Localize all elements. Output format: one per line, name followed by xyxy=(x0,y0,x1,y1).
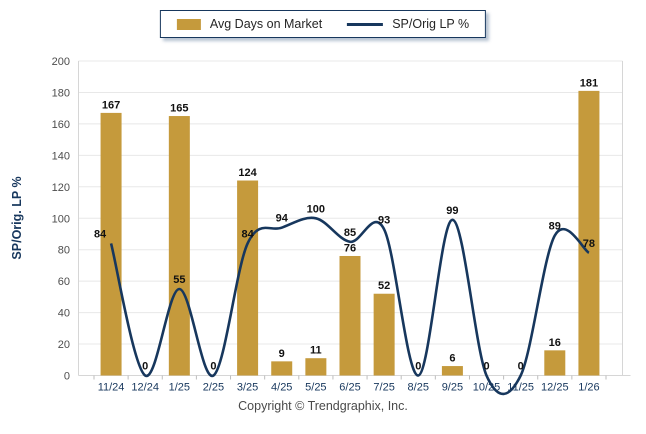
x-tick-label: 11/24 xyxy=(98,382,125,394)
line-value-label: 99 xyxy=(446,205,458,217)
x-tick-label: 11/25 xyxy=(507,382,534,394)
x-tick-label: 3/25 xyxy=(237,382,258,394)
legend-line-label: SP/Orig LP % xyxy=(392,17,470,31)
bar xyxy=(339,255,361,376)
line-value-label: 0 xyxy=(210,361,216,373)
x-tick-label: 2/25 xyxy=(203,382,224,394)
bar-value-label: 16 xyxy=(549,337,561,349)
line-value-label: 89 xyxy=(549,221,561,233)
y-tick-label: 140 xyxy=(52,150,70,162)
line-value-label: 55 xyxy=(173,274,185,286)
x-tick-label: 12/24 xyxy=(131,382,159,394)
x-tick-label: 1/25 xyxy=(169,382,190,394)
bar xyxy=(305,358,327,376)
bar-value-label: 167 xyxy=(102,99,120,111)
bar-value-label: 124 xyxy=(238,167,257,179)
bar-value-label: 76 xyxy=(344,242,356,254)
y-tick-label: 100 xyxy=(52,213,70,225)
line-value-label: 84 xyxy=(94,228,107,240)
y-axis-title: SP/Orig. LP % xyxy=(10,176,24,260)
y-tick-label: 20 xyxy=(58,339,70,351)
y-tick-label: 200 xyxy=(52,56,70,68)
y-tick-label: 40 xyxy=(58,308,70,320)
x-tick-label: 12/25 xyxy=(541,382,569,394)
bar-value-label: 52 xyxy=(378,280,390,292)
line-value-label: 93 xyxy=(378,214,390,226)
x-tick-label: 7/25 xyxy=(373,382,394,394)
bar xyxy=(544,350,566,376)
y-tick-label: 180 xyxy=(52,87,70,99)
line-value-label: 78 xyxy=(583,238,595,250)
legend-bar-label: Avg Days on Market xyxy=(209,17,323,31)
x-tick-label: 6/25 xyxy=(339,382,360,394)
bar xyxy=(271,361,293,376)
bar-value-label: 6 xyxy=(449,353,455,365)
x-tick-label: 10/25 xyxy=(473,382,501,394)
y-tick-label: 80 xyxy=(58,245,70,257)
x-tick-label: 9/25 xyxy=(442,382,463,394)
trend-line xyxy=(109,216,590,396)
y-tick-label: 120 xyxy=(52,182,70,194)
x-tick-label: 4/25 xyxy=(271,382,292,394)
line-value-label: 0 xyxy=(483,361,489,373)
bar xyxy=(168,116,190,376)
legend-line-swatch xyxy=(347,22,384,26)
bar xyxy=(578,90,600,376)
bar-value-label: 181 xyxy=(580,77,598,89)
y-tick-label: 160 xyxy=(52,119,70,131)
bar xyxy=(373,293,395,376)
y-tick-label: 0 xyxy=(64,371,70,383)
bar-value-label: 165 xyxy=(170,103,188,115)
y-tick-label: 60 xyxy=(58,276,70,288)
line-value-label: 85 xyxy=(344,227,356,239)
x-tick-label: 1/26 xyxy=(578,382,599,394)
legend-bar-swatch xyxy=(176,18,201,30)
x-tick-label: 5/25 xyxy=(305,382,326,394)
chart-legend: Avg Days on Market SP/Orig LP % xyxy=(159,10,487,38)
bar xyxy=(441,366,463,376)
x-tick-label: 8/25 xyxy=(408,382,429,394)
line-value-label: 84 xyxy=(241,228,254,240)
line-value-label: 0 xyxy=(415,361,421,373)
copyright-text: Copyright © Trendgraphix, Inc. xyxy=(238,399,408,413)
line-value-label: 94 xyxy=(276,213,289,225)
bar-value-label: 11 xyxy=(310,345,322,357)
bar xyxy=(237,180,259,376)
line-value-label: 0 xyxy=(518,361,524,373)
line-value-label: 0 xyxy=(142,361,148,373)
line-value-label: 100 xyxy=(307,203,325,215)
bar-value-label: 9 xyxy=(279,348,285,360)
